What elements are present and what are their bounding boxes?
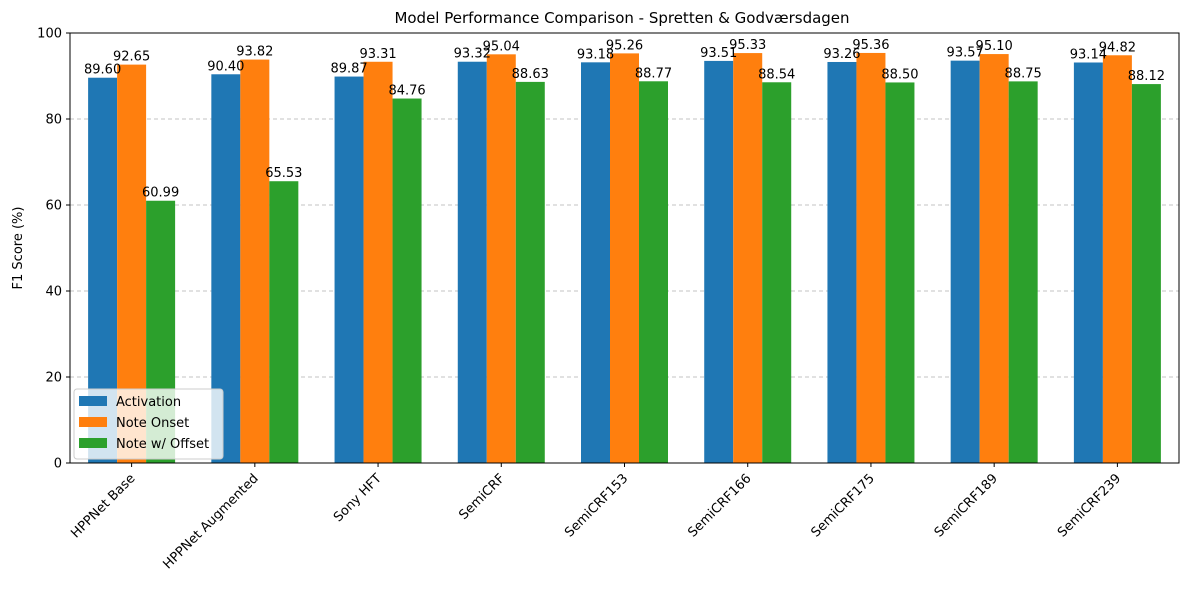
- bars: [88, 53, 1161, 463]
- bar: [269, 181, 298, 463]
- x-tick-label: SemiCRF189: [932, 471, 1001, 540]
- y-tick-label: 80: [45, 113, 62, 128]
- bar: [885, 82, 914, 463]
- x-tick-label: SemiCRF175: [809, 471, 878, 540]
- bar-value-label: 89.60: [84, 63, 121, 78]
- legend-swatch: [79, 417, 107, 427]
- legend-label: Activation: [116, 395, 181, 410]
- chart-title: Model Performance Comparison - Spretten …: [394, 9, 849, 27]
- bar-value-label: 88.50: [881, 67, 918, 82]
- x-tick-label: Sony HFT: [331, 471, 385, 525]
- bar-value-label: 60.99: [142, 186, 179, 201]
- bar: [1009, 81, 1038, 463]
- y-tick-label: 40: [45, 285, 62, 300]
- bar-value-label: 95.26: [606, 38, 643, 53]
- bar-value-label: 93.31: [359, 47, 396, 62]
- bar: [240, 60, 269, 463]
- bar-value-label: 95.36: [852, 38, 889, 53]
- bar: [364, 62, 393, 463]
- x-tick-label: HPPNet Augmented: [161, 471, 262, 572]
- bar: [610, 53, 639, 463]
- bar-value-label: 92.65: [113, 50, 150, 65]
- bar: [762, 82, 791, 463]
- legend: Activation Note Onset Note w/ Offset: [74, 389, 223, 459]
- x-axis: HPPNet Base HPPNet Augmented Sony HFT SemiC…: [68, 463, 1124, 572]
- x-tick-label: SemiCRF153: [562, 471, 631, 540]
- legend-swatch: [79, 438, 107, 448]
- bar: [487, 54, 516, 463]
- y-tick-label: 0: [54, 457, 62, 472]
- legend-label: Note w/ Offset: [116, 437, 209, 452]
- y-axis: 0 20 40 60 80 100: [37, 27, 70, 472]
- y-tick-label: 60: [45, 199, 62, 214]
- x-tick-label: SemiCRF239: [1055, 471, 1124, 540]
- bar: [458, 62, 487, 463]
- bar-value-label: 95.04: [483, 39, 520, 54]
- bar: [704, 61, 733, 463]
- bar-value-label: 88.54: [758, 67, 795, 82]
- bar: [827, 62, 856, 463]
- bar: [581, 62, 610, 463]
- bar: [516, 82, 545, 463]
- bar-value-label: 84.76: [388, 84, 425, 99]
- bar-value-label: 65.53: [265, 166, 302, 181]
- bar-value-label: 95.33: [729, 38, 766, 53]
- bar: [393, 99, 422, 463]
- legend-label: Note Onset: [116, 416, 189, 431]
- bar: [335, 77, 364, 463]
- x-tick-label: HPPNet Base: [68, 471, 138, 541]
- x-tick-label: SemiCRF166: [685, 471, 754, 540]
- bar-value-label: 95.10: [976, 39, 1013, 54]
- bar-value-label: 88.75: [1005, 66, 1042, 81]
- bar-value-label: 88.12: [1128, 69, 1165, 84]
- bar-value-label: 90.40: [207, 59, 244, 74]
- bar: [1132, 84, 1161, 463]
- legend-swatch: [79, 396, 107, 406]
- bar-value-label: 93.82: [236, 45, 273, 60]
- y-tick-label: 20: [45, 371, 62, 386]
- y-axis-label: F1 Score (%): [11, 207, 26, 290]
- bar-value-label: 89.87: [330, 62, 367, 77]
- bar-value-label: 88.77: [635, 66, 672, 81]
- x-tick-label: SemiCRF: [456, 471, 508, 523]
- bar: [951, 61, 980, 463]
- bar-value-label: 94.82: [1099, 40, 1136, 55]
- bar-value-label: 88.63: [512, 67, 549, 82]
- bar: [856, 53, 885, 463]
- bar: [1074, 62, 1103, 463]
- bar: [733, 53, 762, 463]
- y-tick-label: 100: [37, 27, 62, 42]
- bar: [980, 54, 1009, 463]
- bar: [639, 81, 668, 463]
- bar: [1103, 55, 1132, 463]
